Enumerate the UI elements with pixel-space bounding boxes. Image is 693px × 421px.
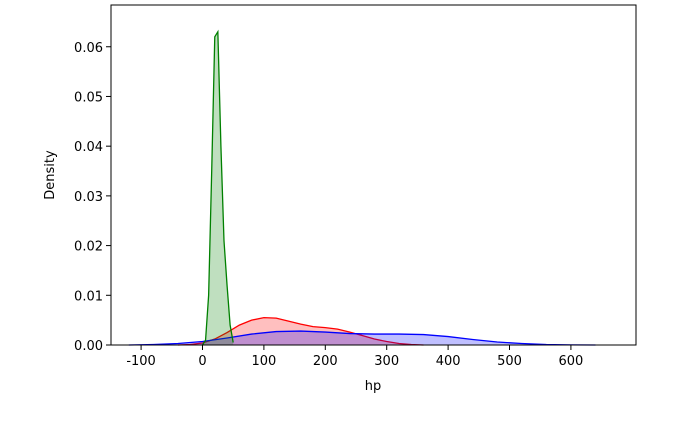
x-axis-label: hp [365,379,382,394]
y-tick-label: 0.06 [74,41,103,56]
density-line [177,317,424,346]
density-area [128,331,596,345]
x-tick-label: 500 [497,354,522,369]
x-tick-label: 0 [198,354,206,369]
plot-frame [110,4,637,346]
y-tick-label: 0.02 [74,240,103,255]
density-line [128,330,596,346]
y-tick-label: 0.03 [74,190,103,205]
y-tick-label: 0.00 [74,339,103,354]
x-tick-label: 100 [251,354,276,369]
y-tick-label: 0.01 [74,289,103,304]
density-line [201,29,234,346]
y-tick-label: 0.04 [74,140,103,155]
x-tick-label: 300 [374,354,399,369]
x-tick-label: 200 [313,354,338,369]
x-tick-label: 600 [558,354,583,369]
x-tick-label: 400 [436,354,461,369]
y-tick-label: 0.05 [74,90,103,105]
y-axis-label: Density [43,150,58,200]
x-tick-label: -100 [126,354,156,369]
